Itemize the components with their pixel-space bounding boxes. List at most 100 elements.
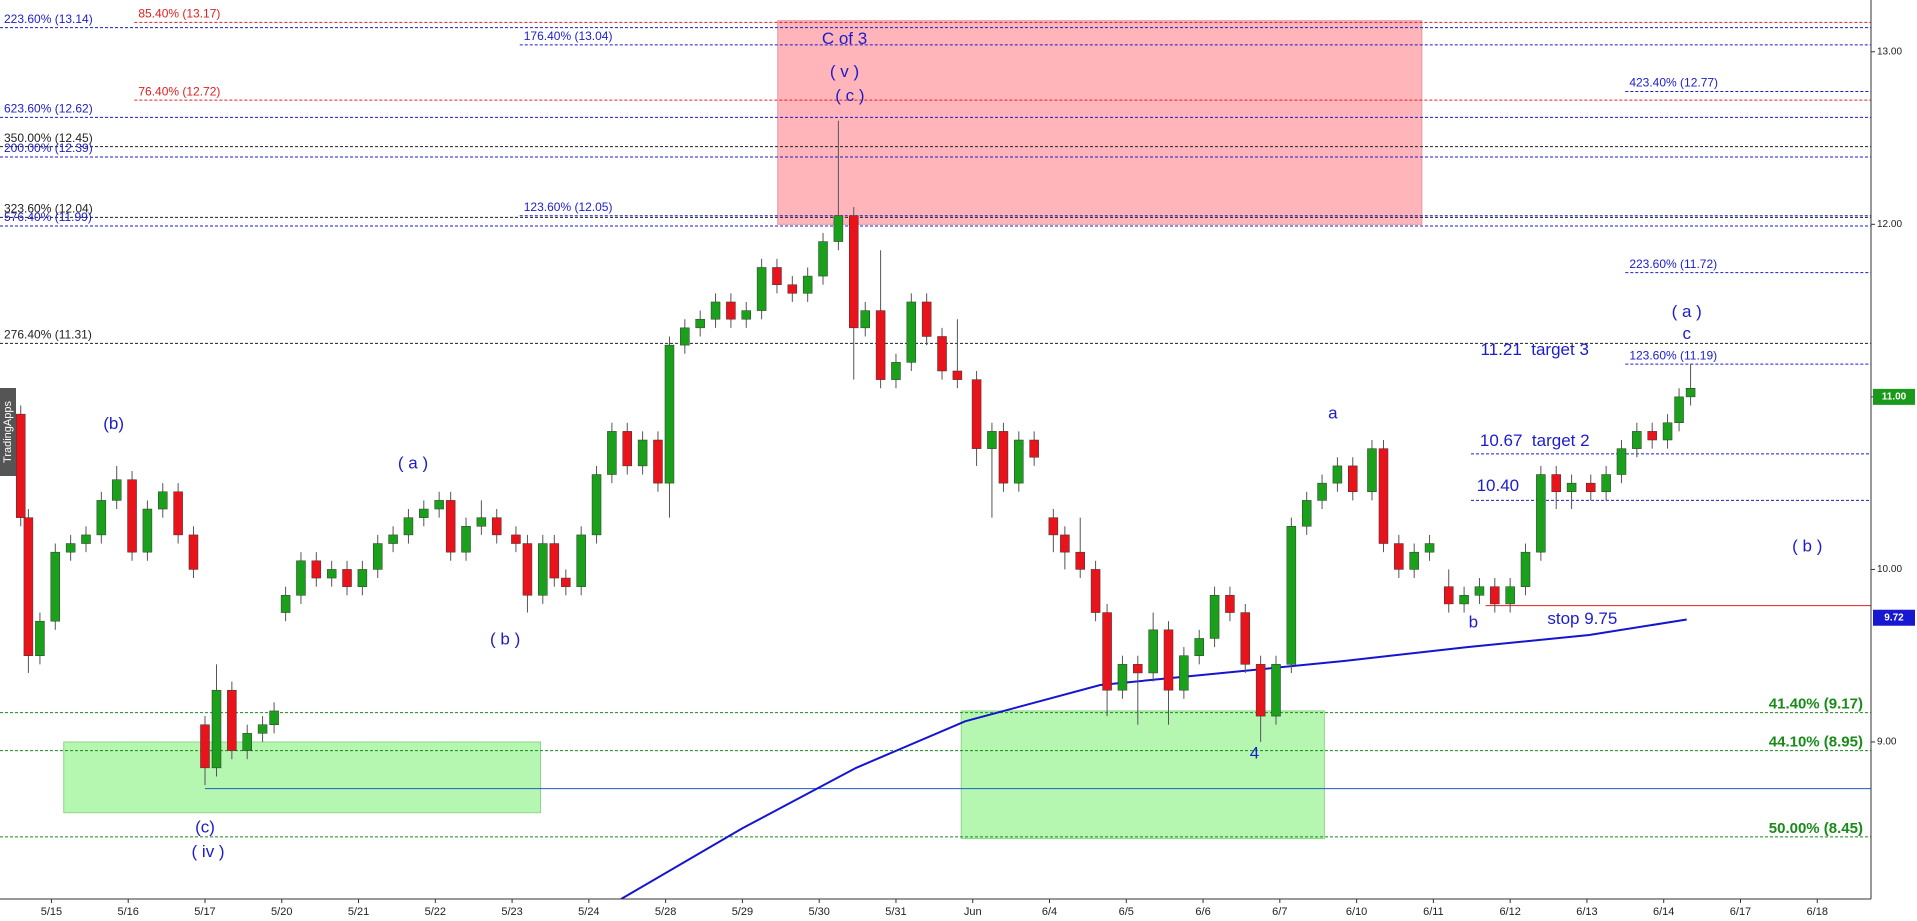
candle-body: [372, 543, 383, 570]
candle-body: [522, 543, 533, 596]
x-tick-label: 5/31: [885, 906, 906, 918]
x-tick-label: 5/29: [732, 906, 753, 918]
watermark-box: [0, 388, 16, 476]
y-tick-label: 12.00: [1877, 219, 1902, 230]
candle-body: [1647, 431, 1657, 441]
candle-body: [311, 560, 322, 579]
annotation: ( c ): [835, 86, 864, 105]
candle-body: [15, 413, 26, 518]
candle-body: [1474, 586, 1485, 596]
candle-body: [561, 577, 571, 587]
candle-body: [211, 689, 222, 769]
annotation: a: [1328, 404, 1338, 423]
moving-average: [620, 618, 1687, 899]
candle-body: [1367, 448, 1377, 493]
x-tick-label: 6/14: [1653, 906, 1674, 918]
x-tick-label: 6/12: [1499, 906, 1520, 918]
x-tick-label: 5/22: [425, 906, 446, 918]
candle-body: [1133, 664, 1143, 674]
candle-body: [1566, 482, 1577, 493]
candle-body: [1348, 465, 1358, 493]
candle-body: [653, 439, 663, 484]
candle-body: [188, 534, 199, 570]
price-tag: [1873, 609, 1915, 626]
annotation: stop 9.75: [1547, 609, 1617, 628]
x-tick-label: Jun: [964, 906, 982, 918]
x-tick-label: 6/6: [1195, 906, 1210, 918]
candle-body: [342, 569, 352, 587]
level-label: 41.40% (9.17): [1769, 696, 1863, 713]
candle-body: [1662, 422, 1673, 441]
candle-body: [1674, 396, 1684, 424]
candle-body: [242, 733, 252, 751]
candle-body: [65, 543, 76, 553]
candle-body: [1225, 595, 1235, 613]
level-label: 576.40% (11.99): [4, 210, 92, 224]
candle-body: [1685, 387, 1696, 398]
candle-body: [1616, 448, 1627, 475]
candle-body: [1632, 431, 1642, 449]
x-tick-label: 5/23: [501, 906, 522, 918]
candle-body: [142, 508, 153, 553]
candle-body: [158, 491, 168, 510]
candle-body: [357, 569, 368, 587]
candle-body: [848, 215, 859, 329]
price-tag-label: 9.72: [1884, 612, 1904, 623]
candle-body: [1505, 586, 1515, 605]
candle-body: [833, 215, 844, 242]
candle-body: [987, 431, 997, 449]
candle-body: [710, 301, 721, 320]
y-tick-label: 10.00: [1877, 564, 1902, 575]
candle-body: [891, 362, 901, 380]
annotation: c: [1682, 324, 1691, 343]
candle-body: [1060, 534, 1070, 553]
level-label: 50.00% (8.45): [1769, 820, 1863, 837]
watermark: TradingApps: [2, 401, 14, 463]
candle-body: [875, 310, 886, 380]
candle-body: [818, 241, 828, 277]
annotation: ( a ): [398, 454, 428, 473]
candle-body: [1394, 543, 1404, 570]
candle-body: [1194, 638, 1204, 656]
candle-body: [388, 534, 398, 544]
candle-body: [419, 508, 429, 518]
y-tick-label: 13.00: [1877, 46, 1902, 57]
x-tick-label: 6/10: [1346, 906, 1367, 918]
level-label: 223.60% (13.14): [4, 12, 93, 26]
candle-body: [1014, 439, 1024, 484]
level-label: 623.60% (12.62): [4, 102, 93, 116]
price-tag-label: 11.00: [1882, 392, 1907, 403]
candle-body: [802, 275, 813, 294]
x-tick-label: 6/7: [1272, 906, 1287, 918]
x-tick-label: 6/4: [1042, 906, 1057, 918]
candle-body: [1102, 612, 1112, 691]
x-tick-label: 6/11: [1423, 906, 1444, 918]
candle-body: [1378, 448, 1389, 544]
candle-body: [476, 517, 487, 527]
candle-body: [622, 431, 632, 467]
candle-body: [906, 301, 917, 363]
candle-body: [1443, 586, 1454, 605]
x-tick-label: 5/16: [118, 906, 139, 918]
x-tick-label: 6/17: [1730, 906, 1751, 918]
candle-body: [1317, 482, 1327, 501]
level-label: 123.60% (11.19): [1629, 348, 1717, 362]
candle-body: [1409, 551, 1419, 570]
candle-body: [491, 517, 502, 536]
candle-body: [1551, 474, 1561, 493]
candle-body: [1075, 551, 1085, 570]
candle-body: [96, 500, 107, 536]
candle-body: [445, 500, 456, 553]
candle-body: [296, 560, 306, 596]
level-label: 223.60% (11.72): [1629, 257, 1717, 271]
x-tick-label: 6/13: [1576, 906, 1597, 918]
candle-body: [695, 318, 705, 329]
candle-body: [680, 327, 690, 346]
candle-body: [1209, 595, 1220, 639]
x-tick-label: 5/20: [271, 906, 292, 918]
candle-body: [173, 491, 183, 536]
annotation: ( v ): [830, 62, 859, 81]
candle-body: [1424, 543, 1435, 553]
candle-body: [403, 517, 414, 536]
candle-body: [1536, 474, 1546, 553]
